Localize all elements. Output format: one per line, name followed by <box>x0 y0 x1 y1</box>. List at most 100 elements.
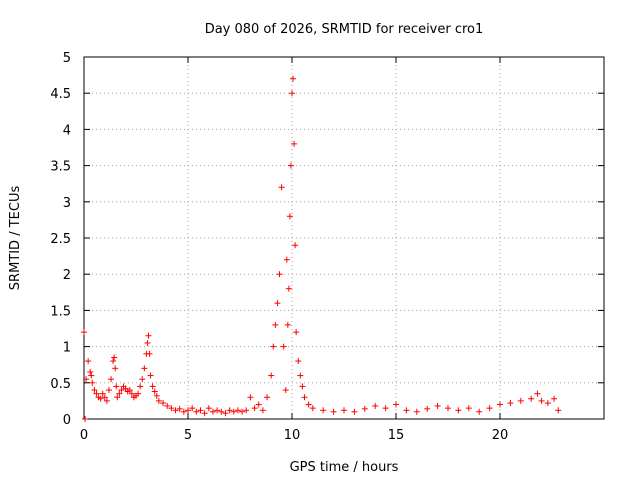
data-point <box>146 350 153 357</box>
data-point <box>147 372 154 379</box>
data-point <box>97 395 104 402</box>
data-point <box>486 405 493 412</box>
data-point <box>234 407 241 414</box>
data-point <box>534 390 541 397</box>
data-point <box>264 394 271 401</box>
data-point <box>193 408 200 415</box>
data-point <box>93 390 100 397</box>
data-point <box>544 400 551 407</box>
data-point <box>555 407 562 414</box>
data-point <box>274 300 281 307</box>
data-point <box>160 400 167 407</box>
data-point <box>110 358 117 365</box>
data-point <box>111 354 118 361</box>
data-point <box>393 401 399 408</box>
data-point <box>205 405 212 412</box>
data-point <box>172 407 179 414</box>
data-point <box>226 407 233 414</box>
chart-title: Day 080 of 2026, SRMTID for receiver cro… <box>205 22 484 37</box>
data-point <box>105 387 112 394</box>
data-point <box>144 339 151 346</box>
data-point <box>180 408 187 415</box>
data-point <box>434 402 441 409</box>
data-point <box>382 405 389 412</box>
data-point <box>270 343 277 350</box>
data-point <box>291 140 298 147</box>
data-point <box>153 392 160 399</box>
x-tick-label: 5 <box>184 428 192 443</box>
data-point <box>243 407 250 414</box>
data-point <box>126 387 133 394</box>
data-point <box>497 401 503 408</box>
data-point <box>297 372 304 379</box>
data-point <box>292 242 299 249</box>
data-point <box>538 397 545 404</box>
data-point <box>372 402 379 409</box>
x-tick-label: 10 <box>284 428 301 443</box>
data-point <box>85 358 92 365</box>
data-point <box>272 321 279 328</box>
data-point <box>528 395 535 402</box>
data-point <box>128 390 135 397</box>
data-point <box>255 401 262 408</box>
data-point <box>89 379 96 386</box>
y-tick-label: 3 <box>63 196 71 211</box>
data-point <box>81 329 87 336</box>
data-point <box>517 397 524 404</box>
data-point <box>299 383 306 390</box>
y-tick-label: 0.5 <box>50 377 71 392</box>
y-tick-label: 2.5 <box>50 232 71 247</box>
data-point <box>164 402 171 409</box>
y-tick-label: 4.5 <box>50 87 71 102</box>
data-point <box>330 408 337 415</box>
data-point <box>82 416 89 422</box>
data-point <box>309 405 316 412</box>
data-point <box>403 407 410 414</box>
data-point <box>99 390 106 397</box>
x-tick-labels: 0 5 10 15 20 <box>80 428 508 443</box>
data-point <box>289 90 295 97</box>
data-point <box>320 407 327 414</box>
data-point <box>145 332 152 339</box>
data-point <box>351 408 358 415</box>
data-point <box>278 184 285 191</box>
data-point <box>293 329 300 336</box>
data-point <box>135 390 142 397</box>
data-point <box>185 407 191 414</box>
x-tick-label: 0 <box>80 428 88 443</box>
data-point <box>155 397 162 404</box>
data-point <box>230 408 237 415</box>
y-tick-label: 0 <box>63 413 71 428</box>
data-point <box>413 408 420 415</box>
y-tick-label: 4 <box>63 123 71 138</box>
data-point <box>176 405 183 412</box>
y-tick-label: 5 <box>63 51 71 66</box>
data-point <box>476 408 483 415</box>
data-point <box>259 407 266 414</box>
data-point <box>116 390 123 397</box>
data-point <box>151 388 158 395</box>
data-point <box>149 383 156 390</box>
data-point <box>251 405 258 412</box>
data-point <box>91 387 98 394</box>
data-point <box>168 405 175 412</box>
data-point <box>247 394 254 401</box>
x-tick-label: 20 <box>492 428 509 443</box>
data-point <box>87 368 94 375</box>
data-point <box>112 365 119 372</box>
x-tick-label: 15 <box>388 428 405 443</box>
data-point <box>108 376 115 383</box>
data-point <box>551 395 558 402</box>
data-points <box>81 75 562 422</box>
data-point <box>222 410 229 417</box>
plot-frame <box>83 56 605 420</box>
data-point <box>424 405 431 412</box>
data-point <box>239 408 246 415</box>
y-tick-label: 1.5 <box>50 304 71 319</box>
y-tick-labels: 0 0.5 1 1.5 2 2.5 3 3.5 4 4.5 5 <box>50 51 71 428</box>
y-tick-label: 3.5 <box>50 160 71 175</box>
data-point <box>101 394 108 401</box>
data-point <box>301 394 308 401</box>
y-tick-label: 2 <box>63 268 71 283</box>
